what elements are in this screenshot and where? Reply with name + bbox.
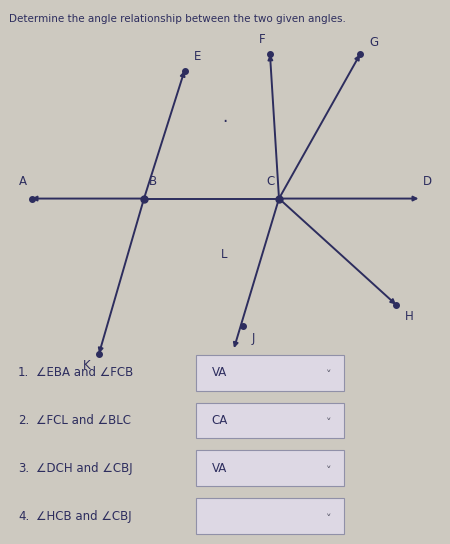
Text: H: H [405, 310, 414, 323]
Text: G: G [369, 36, 378, 49]
Text: ˅: ˅ [326, 418, 331, 428]
Text: 1.: 1. [18, 366, 29, 379]
Text: E: E [194, 50, 201, 63]
Text: ∠EBA and ∠FCB: ∠EBA and ∠FCB [36, 366, 133, 379]
Text: Determine the angle relationship between the two given angles.: Determine the angle relationship between… [9, 14, 346, 23]
Text: VA: VA [212, 366, 227, 379]
FancyBboxPatch shape [196, 355, 344, 391]
Text: A: A [19, 175, 27, 188]
Text: L: L [220, 248, 227, 261]
FancyBboxPatch shape [196, 403, 344, 438]
Text: 3.: 3. [18, 462, 29, 475]
Text: .: . [222, 108, 228, 126]
FancyBboxPatch shape [196, 498, 344, 534]
Text: 4.: 4. [18, 510, 29, 523]
Text: ˅: ˅ [326, 370, 331, 380]
Text: K: K [82, 359, 90, 372]
Text: CA: CA [212, 414, 228, 427]
Text: ∠DCH and ∠CBJ: ∠DCH and ∠CBJ [36, 462, 133, 475]
Text: C: C [266, 175, 274, 188]
Text: B: B [148, 175, 157, 188]
Text: ∠HCB and ∠CBJ: ∠HCB and ∠CBJ [36, 510, 131, 523]
Text: 2.: 2. [18, 414, 29, 427]
Text: J: J [252, 332, 256, 345]
Text: D: D [423, 175, 432, 188]
Text: ∠FCL and ∠BLC: ∠FCL and ∠BLC [36, 414, 131, 427]
Text: VA: VA [212, 462, 227, 475]
Text: ˅: ˅ [326, 514, 331, 524]
Text: ˅: ˅ [326, 466, 331, 476]
Text: F: F [259, 33, 266, 46]
FancyBboxPatch shape [196, 450, 344, 486]
